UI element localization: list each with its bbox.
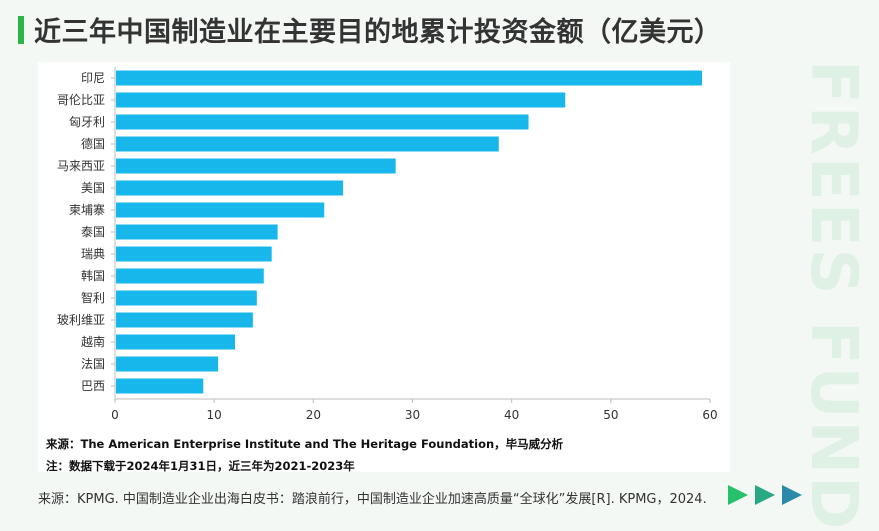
y-tick-label-1: 哥伦比亚 bbox=[57, 92, 105, 107]
y-tick-label-0: 印尼 bbox=[81, 71, 105, 85]
arrow-decoration bbox=[728, 485, 802, 505]
bar-4 bbox=[116, 158, 396, 174]
arrow-icon-2 bbox=[755, 485, 775, 505]
chart-date-note: 注：数据下载于2024年1月31日，近三年为2021-2023年 bbox=[46, 459, 355, 473]
y-tick-label-8: 瑞典 bbox=[81, 247, 105, 261]
bar-7 bbox=[116, 224, 278, 240]
bar-10 bbox=[116, 290, 257, 306]
y-tick-label-14: 巴西 bbox=[81, 379, 105, 393]
y-tick-label-12: 越南 bbox=[81, 334, 105, 349]
y-tick-label-9: 韩国 bbox=[81, 268, 105, 283]
bar-6 bbox=[116, 202, 325, 218]
bar-12 bbox=[116, 334, 235, 350]
x-tick-label-3: 30 bbox=[405, 408, 420, 422]
chart-panel: 印尼哥伦比亚匈牙利德国马来西亚美国柬埔寨泰国瑞典韩国智利玻利维亚越南法国巴西 0 1… bbox=[38, 62, 730, 472]
x-tick-label-6: 60 bbox=[702, 408, 717, 422]
watermark: FREES FUND bbox=[796, 60, 870, 531]
y-tick-label-3: 德国 bbox=[81, 136, 105, 151]
bar-13 bbox=[116, 356, 219, 372]
footer-source: 来源：KPMG. 中国制造业企业出海白皮书：踏浪前行，中国制造业企业加速高质量“… bbox=[38, 492, 707, 507]
bar-1 bbox=[116, 92, 566, 108]
y-tick-label-5: 美国 bbox=[81, 181, 105, 195]
y-tick-label-11: 玻利维亚 bbox=[57, 313, 105, 327]
bar-11 bbox=[116, 312, 253, 328]
x-tick-label-2: 20 bbox=[306, 408, 321, 422]
y-tick-label-10: 智利 bbox=[81, 290, 105, 305]
x-tick-label-4: 40 bbox=[504, 408, 519, 422]
x-tick-label-1: 10 bbox=[207, 408, 222, 422]
arrow-icon-1 bbox=[728, 485, 748, 505]
page-title: 近三年中国制造业在主要目的地累计投资金额（亿美元） bbox=[34, 17, 722, 48]
y-tick-label-7: 泰国 bbox=[81, 225, 105, 239]
y-tick-label-6: 柬埔寨 bbox=[69, 202, 105, 217]
x-tick-label-0: 0 bbox=[111, 408, 119, 422]
y-tick-label-4: 马来西亚 bbox=[57, 159, 105, 173]
bar-5 bbox=[116, 180, 344, 196]
bar-8 bbox=[116, 246, 272, 262]
bar-0 bbox=[116, 70, 703, 86]
bar-3 bbox=[116, 136, 499, 152]
y-tick-label-13: 法国 bbox=[81, 357, 105, 371]
y-tick-label-2: 匈牙利 bbox=[69, 115, 105, 129]
title-accent-bar bbox=[18, 16, 24, 44]
bar-14 bbox=[116, 378, 204, 394]
bar-9 bbox=[116, 268, 264, 284]
x-tick-label-5: 50 bbox=[603, 408, 618, 422]
arrow-icon-3 bbox=[782, 485, 802, 505]
chart-source-note: 来源：The American Enterprise Institute and… bbox=[46, 437, 564, 451]
bar-2 bbox=[116, 114, 529, 130]
